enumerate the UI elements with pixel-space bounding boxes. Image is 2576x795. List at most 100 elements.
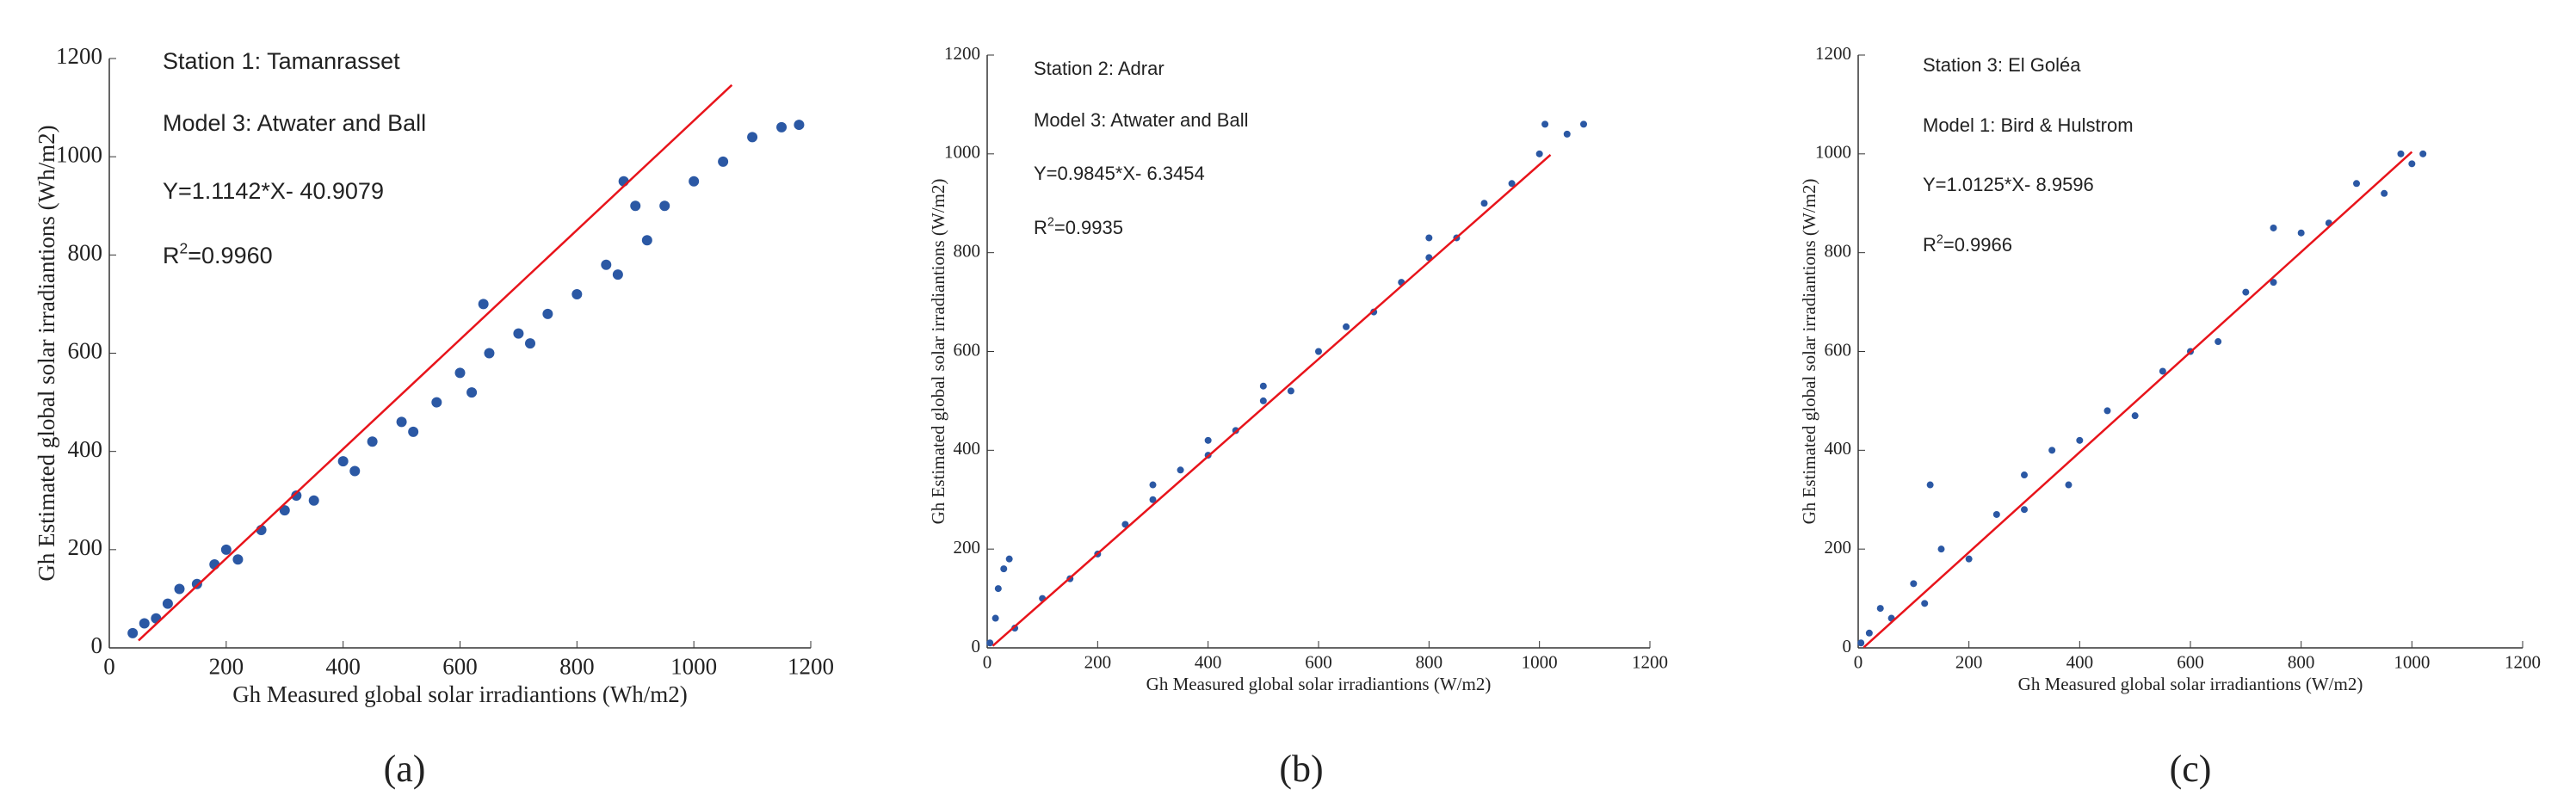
scatter-point <box>994 585 1002 593</box>
scatter-point <box>232 554 244 565</box>
scatter-point <box>1204 436 1212 444</box>
scatter-point <box>2021 506 2028 514</box>
scatter-point <box>630 200 641 212</box>
y-tick-label: 400 <box>68 436 103 462</box>
scatter-point <box>1910 580 1918 588</box>
scatter-point <box>1508 180 1516 188</box>
y-tick-label: 1000 <box>944 142 980 163</box>
scatter-point <box>1121 521 1129 528</box>
y-tick-label: 600 <box>954 339 981 360</box>
scatter-point <box>1580 120 1587 128</box>
y-tick-label: 800 <box>68 240 103 266</box>
annotation: Y=1.1142*X- 40.9079 <box>163 178 384 204</box>
y-tick-label: 1000 <box>1815 142 1851 163</box>
scatter-point <box>1425 234 1433 242</box>
y-tick-label: 0 <box>1843 636 1852 656</box>
x-tick-label: 600 <box>442 654 478 680</box>
x-tick-label: 600 <box>1305 652 1332 673</box>
y-tick-label: 1200 <box>944 43 980 64</box>
x-tick-label: 1200 <box>2505 652 2541 673</box>
scatter-point <box>2159 367 2166 375</box>
y-tick-label: 1200 <box>56 43 102 69</box>
scatter-point <box>776 121 788 132</box>
scatter-point <box>484 348 495 359</box>
scatter-point <box>1992 510 2000 518</box>
scatter-point <box>162 598 173 609</box>
scatter-point <box>2381 189 2388 197</box>
scatter-point <box>431 397 442 408</box>
y-tick-label: 0 <box>972 636 981 656</box>
caption: (a) <box>384 748 426 790</box>
scatter-point <box>1857 639 1865 647</box>
scatter-point <box>2103 407 2111 415</box>
x-tick-label: 0 <box>983 652 992 673</box>
scatter-point <box>174 583 185 595</box>
scatter-point <box>525 338 535 349</box>
x-tick-label: 1200 <box>788 654 834 680</box>
scatter-point <box>659 200 670 212</box>
r-squared-exponent: 2 <box>1937 232 1943 246</box>
x-tick-label: 1200 <box>1632 652 1668 673</box>
scatter-point <box>2408 160 2416 168</box>
scatter-point <box>1149 496 1157 503</box>
r-squared: R2=0.9960 <box>163 239 273 268</box>
x-tick-label: 200 <box>1084 652 1112 673</box>
y-axis-label: Gh Estimated global solar irradiantions … <box>1799 179 1819 525</box>
x-tick-label: 200 <box>1955 652 1983 673</box>
y-tick-label: 800 <box>1825 240 1852 261</box>
r-squared-symbol: R <box>1034 217 1047 238</box>
scatter-point <box>1937 545 1945 553</box>
scatter-point <box>2242 288 2250 296</box>
scatter-point <box>1259 382 1267 390</box>
x-tick-label: 600 <box>2177 652 2204 673</box>
scatter-point <box>1005 555 1013 563</box>
r-squared-symbol: R <box>1923 234 1937 256</box>
r-squared-value: =0.9935 <box>1054 217 1123 238</box>
x-tick-label: 400 <box>2066 652 2094 673</box>
y-tick-label: 200 <box>68 534 103 560</box>
scatter-point <box>641 235 652 246</box>
r-squared-value: =0.9960 <box>188 243 272 268</box>
r-squared: R2=0.9935 <box>1034 215 1123 238</box>
scatter-point <box>367 436 378 447</box>
scatter-point <box>2419 150 2427 157</box>
r-squared-symbol: R <box>163 243 180 268</box>
scatter-point <box>1149 481 1157 489</box>
x-tick-label: 1000 <box>1522 652 1558 673</box>
scatter-point <box>542 308 553 319</box>
annotation: Station 3: El Goléa <box>1923 54 2081 76</box>
x-tick-label: 800 <box>1416 652 1443 673</box>
scatter-point <box>1965 555 1973 563</box>
scatter-point <box>349 465 361 477</box>
fit-line <box>991 154 1552 647</box>
scatter-point <box>747 132 758 143</box>
scatter-point <box>1535 150 1543 157</box>
fit-line <box>1863 151 2413 649</box>
scatter-point <box>1480 200 1488 207</box>
scatter-point <box>1541 120 1549 128</box>
scatter-point <box>2297 229 2305 237</box>
r-squared-exponent: 2 <box>1047 215 1054 229</box>
scatter-point <box>571 289 583 299</box>
y-axis-label: Gh Estimated global solar irradiantions … <box>928 179 948 525</box>
x-tick-label: 200 <box>209 654 244 680</box>
scatter-point <box>127 627 139 638</box>
x-tick-label: 1000 <box>670 654 717 680</box>
scatter-point <box>466 387 478 398</box>
y-tick-label: 200 <box>954 537 981 558</box>
x-axis-label: Gh Measured global solar irradiantions (… <box>1146 674 1492 694</box>
scatter-point <box>396 416 407 428</box>
x-tick-label: 800 <box>559 654 595 680</box>
scatter-point <box>991 614 999 622</box>
scatter-point <box>601 259 612 270</box>
scatter-point <box>1926 481 1934 489</box>
scatter-point <box>794 120 805 131</box>
y-tick-label: 0 <box>91 632 103 658</box>
scatter-point <box>1865 629 1873 637</box>
x-axis-label: Gh Measured global solar irradiantions (… <box>232 681 688 707</box>
scatter-point <box>308 495 319 506</box>
y-tick-label: 800 <box>954 240 981 261</box>
scatter-point <box>1563 130 1571 138</box>
scatter-point <box>2353 180 2360 188</box>
caption: (b) <box>1279 748 1323 790</box>
